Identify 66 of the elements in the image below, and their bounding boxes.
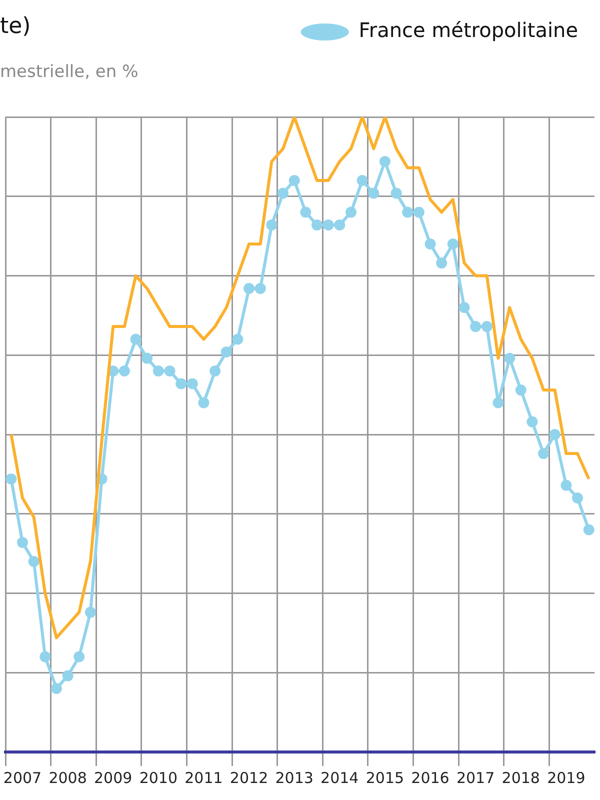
point <box>368 188 380 199</box>
point <box>413 206 424 218</box>
point <box>515 384 526 396</box>
chart-title: te) <box>0 14 31 39</box>
point <box>232 334 244 345</box>
point <box>379 156 390 167</box>
x-tick-label: 2017 <box>456 768 495 787</box>
point <box>300 206 312 218</box>
legend-label: France métropolitaine <box>358 18 578 42</box>
point <box>186 378 198 390</box>
point <box>50 683 62 694</box>
x-tick-label: 2013 <box>275 768 314 787</box>
point <box>220 346 232 358</box>
point <box>356 175 368 186</box>
point <box>266 219 278 230</box>
x-tick-label: 2014 <box>320 768 359 787</box>
point <box>402 206 414 218</box>
point <box>118 366 130 376</box>
point <box>142 352 153 364</box>
point <box>504 352 516 364</box>
chart-subtitle: mestrielle, en % <box>0 62 138 82</box>
point <box>254 282 266 294</box>
point <box>244 282 255 294</box>
point <box>28 556 40 567</box>
x-tick-label: 2011 <box>184 768 223 787</box>
point <box>492 397 504 408</box>
point <box>16 536 28 548</box>
point <box>481 321 492 332</box>
point <box>424 238 436 250</box>
point <box>164 366 176 376</box>
point <box>278 188 289 199</box>
point <box>152 366 164 376</box>
point <box>572 492 584 504</box>
point <box>176 378 187 390</box>
x-tick-label: 2016 <box>411 768 450 787</box>
point <box>549 429 560 440</box>
point <box>62 670 74 682</box>
point <box>458 302 470 313</box>
point <box>583 524 594 536</box>
x-tick-label: 2010 <box>139 768 178 787</box>
x-tick-label: 2015 <box>366 768 404 787</box>
point <box>447 238 458 250</box>
point <box>470 321 482 332</box>
point <box>311 219 322 230</box>
x-tick-label: 2009 <box>94 768 132 787</box>
point <box>345 206 356 218</box>
x-tick-label: 2018 <box>502 768 540 787</box>
point <box>526 416 538 428</box>
point <box>210 366 221 376</box>
point <box>40 651 51 662</box>
point <box>6 473 17 484</box>
point <box>322 219 334 230</box>
point <box>436 258 448 269</box>
x-tick-label: 2007 <box>3 768 42 787</box>
point <box>390 188 402 199</box>
x-tick-label: 2008 <box>48 768 87 787</box>
point <box>130 334 142 345</box>
point <box>560 480 572 491</box>
x-tick-label: 2019 <box>547 768 586 787</box>
point <box>84 606 96 618</box>
point <box>334 219 346 230</box>
point <box>288 175 300 186</box>
x-tick-label: 2012 <box>230 768 268 787</box>
point <box>198 397 210 408</box>
point <box>538 448 550 460</box>
point <box>74 651 85 662</box>
